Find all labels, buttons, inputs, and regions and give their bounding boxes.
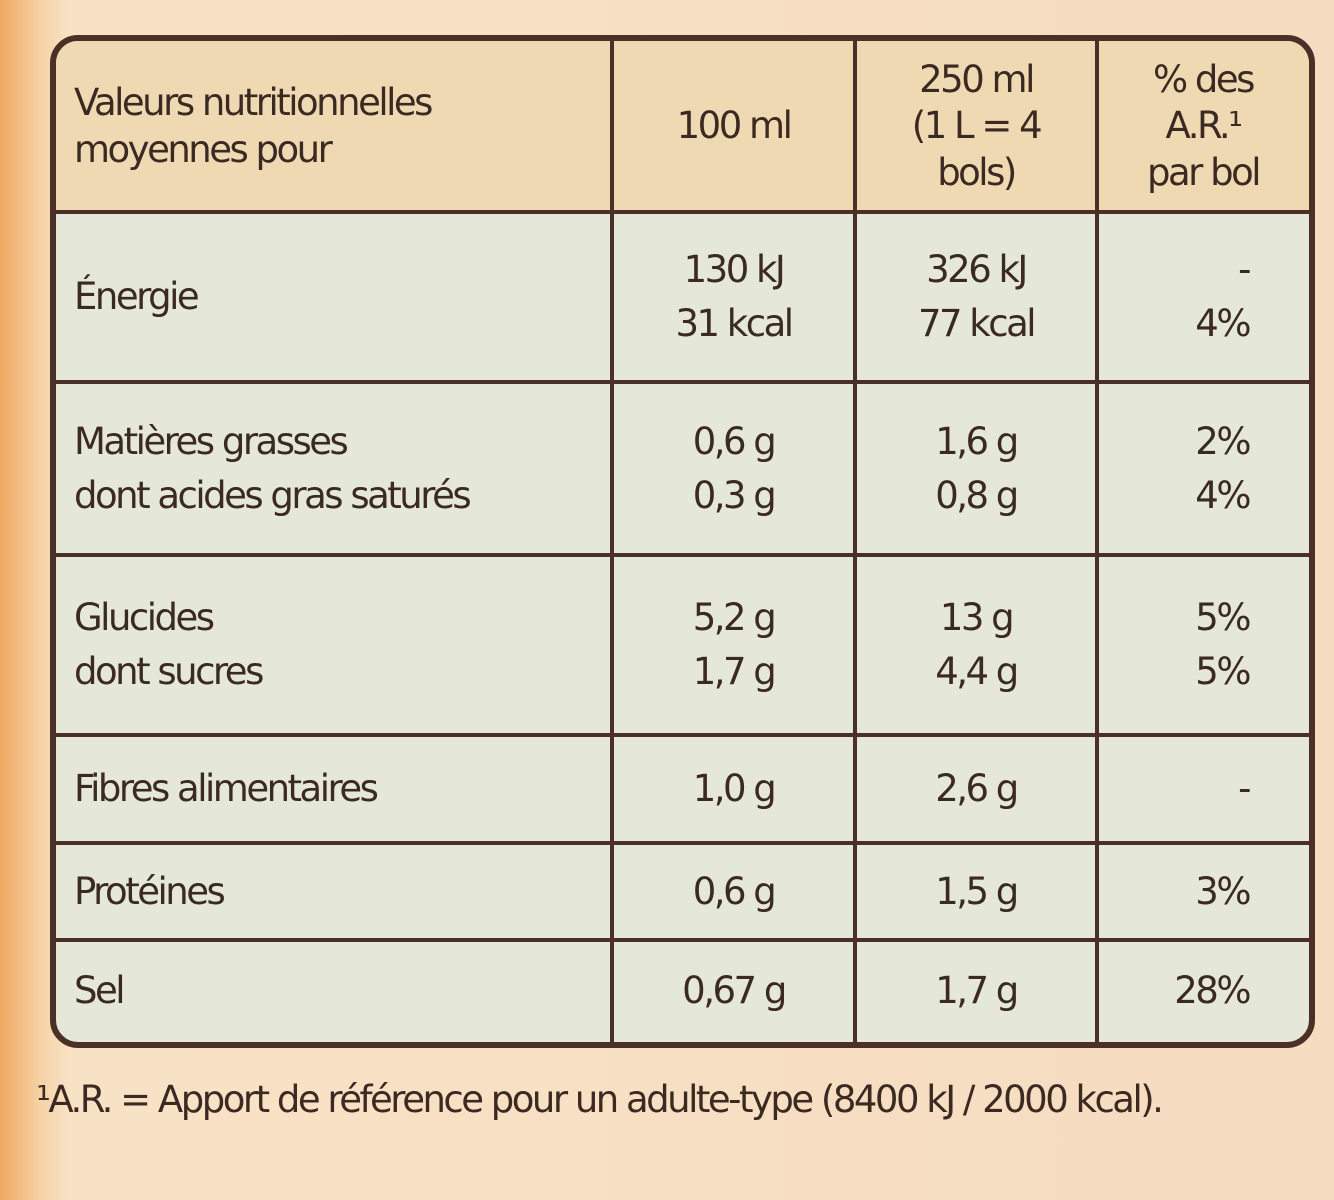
table-cell: 0,6 g: [612, 843, 855, 940]
cell-line: Valeurs nutritionnelles: [74, 81, 433, 125]
cell-line: -: [1238, 767, 1251, 811]
column-rule: [1095, 41, 1099, 1042]
table-cell: 326 kJ 77 kcal: [855, 212, 1097, 382]
cell-line: dont sucres: [74, 650, 264, 693]
table-cell: 1,6 g 0,8 g: [855, 382, 1097, 555]
row-rule: [56, 841, 1309, 845]
table-cell: 2,6 g: [855, 735, 1097, 843]
cell-line: Protéines: [74, 869, 226, 913]
cell-line: Matières grasses: [74, 419, 349, 463]
cell-line: % des: [1153, 58, 1255, 102]
cell-line: 31 kcal: [675, 302, 794, 345]
cell-line: 5%: [1195, 596, 1251, 640]
table-cell: Fibres alimentaires: [56, 735, 612, 843]
row-rule: [56, 380, 1309, 384]
cell-line: Fibres alimentaires: [74, 767, 379, 811]
cell-line: 4%: [1195, 302, 1251, 345]
column-rule: [853, 41, 857, 1042]
table-cell: - 4%: [1097, 212, 1309, 382]
header-cell: % des A.R.¹ par bol: [1097, 41, 1309, 212]
cell-line: 4,4 g: [935, 650, 1019, 693]
cell-line: 0,6 g: [692, 419, 777, 463]
cell-line: 3%: [1195, 869, 1251, 913]
table-cell: Matières grasses dont acides gras saturés: [56, 382, 612, 555]
table-cell: Énergie: [56, 212, 612, 382]
table-cell: 5,2 g 1,7 g: [612, 555, 855, 735]
cell-line: moyennes pour: [74, 127, 333, 171]
cell-line: Sel: [74, 969, 126, 1013]
table-cell: 1,0 g: [612, 735, 855, 843]
cell-line: 0,8 g: [935, 473, 1019, 517]
row-rule: [56, 553, 1309, 557]
table-cell: 3%: [1097, 843, 1309, 940]
cell-line: A.R.¹: [1165, 104, 1243, 148]
row-rule: [56, 733, 1309, 737]
table-cell: Sel: [56, 940, 612, 1042]
cell-line: par bol: [1146, 150, 1262, 194]
nutrition-table: Valeurs nutritionnelles moyennes pour 100 …: [50, 35, 1315, 1048]
cell-line: 28%: [1174, 969, 1251, 1013]
row-rule: [56, 938, 1309, 942]
cell-line: 0,6 g: [692, 869, 777, 913]
cell-line: (1 L = 4: [911, 104, 1043, 148]
cell-line: 250 ml: [919, 58, 1035, 102]
cell-line: 0,3 g: [692, 473, 777, 517]
cell-line: dont acides gras saturés: [74, 473, 472, 517]
footnote: ¹A.R. = Apport de référence pour un adul…: [36, 1078, 1164, 1121]
cell-line: 0,67 g: [682, 969, 787, 1013]
cell-line: -: [1238, 248, 1251, 292]
table-cell: Glucides dont sucres: [56, 555, 612, 735]
cell-line: 5,2 g: [692, 596, 777, 640]
cell-line: 2%: [1195, 419, 1251, 463]
table-cell: 5% 5%: [1097, 555, 1309, 735]
column-rule: [610, 41, 614, 1042]
cell-line: 13 g: [939, 596, 1015, 640]
cell-line: 130 kJ: [683, 248, 786, 292]
cell-line: 1,6 g: [935, 419, 1019, 463]
cell-line: bols): [937, 150, 1017, 194]
table-cell: 28%: [1097, 940, 1309, 1042]
table-cell: 13 g 4,4 g: [855, 555, 1097, 735]
cell-line: 100 ml: [676, 104, 793, 148]
table-cell: 0,67 g: [612, 940, 855, 1042]
table-cell: 2% 4%: [1097, 382, 1309, 555]
cell-line: 1,7 g: [935, 969, 1019, 1013]
header-cell: 250 ml (1 L = 4 bols): [855, 41, 1097, 212]
cell-line: 77 kcal: [917, 302, 1037, 345]
table-cell: -: [1097, 735, 1309, 843]
table-cell: 1,7 g: [855, 940, 1097, 1042]
header-cell: Valeurs nutritionnelles moyennes pour: [56, 41, 612, 212]
cell-line: 1,0 g: [692, 767, 777, 811]
cell-line: Glucides: [74, 596, 215, 640]
table-cell: 130 kJ 31 kcal: [612, 212, 855, 382]
cell-line: 326 kJ: [926, 248, 1028, 292]
cell-line: 5%: [1195, 650, 1251, 693]
cell-line: Énergie: [74, 275, 200, 319]
cell-line: 1,7 g: [692, 650, 777, 693]
cell-line: 4%: [1195, 473, 1251, 517]
cell-line: 2,6 g: [935, 767, 1019, 811]
table-cell: Protéines: [56, 843, 612, 940]
table-cell: 0,6 g 0,3 g: [612, 382, 855, 555]
cell-line: 1,5 g: [935, 869, 1019, 913]
header-cell: 100 ml: [612, 41, 855, 212]
row-rule: [56, 210, 1309, 214]
table-cell: 1,5 g: [855, 843, 1097, 940]
